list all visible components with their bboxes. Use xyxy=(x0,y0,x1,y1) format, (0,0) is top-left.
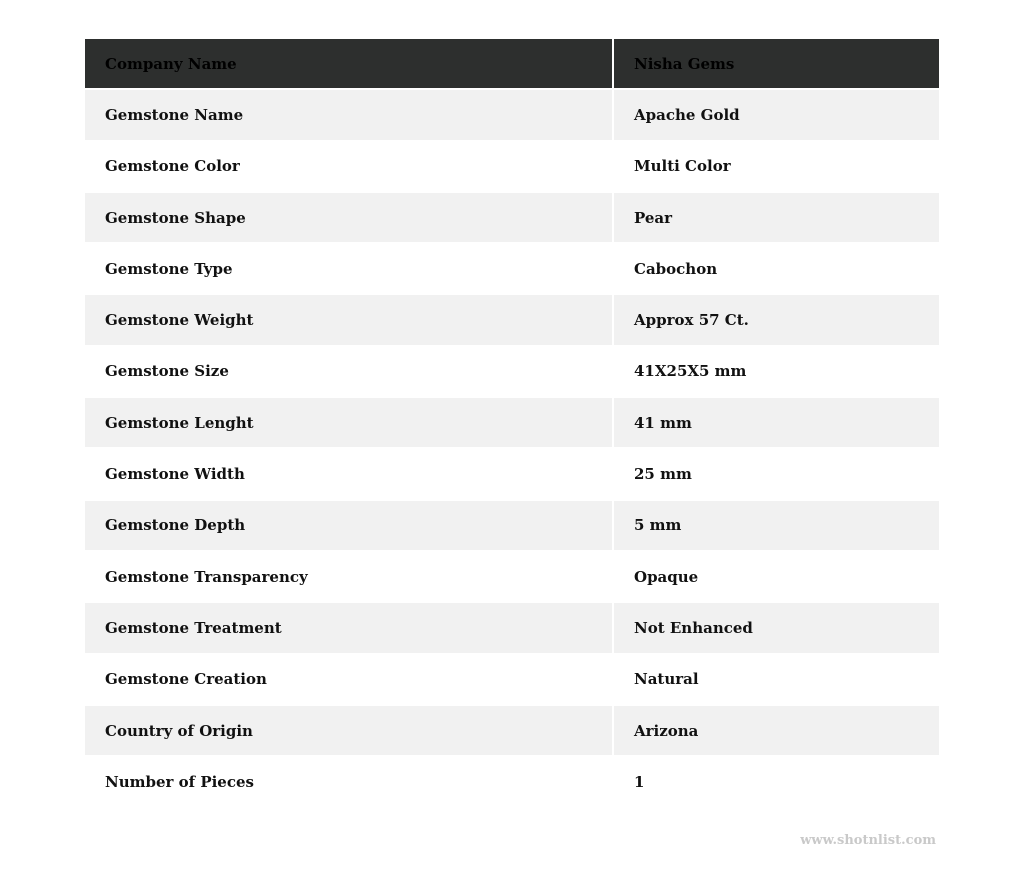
row-value: Natural xyxy=(614,654,939,704)
table-row: Number of Pieces 1 xyxy=(85,757,939,807)
row-value: 5 mm xyxy=(614,500,939,550)
row-value: Apache Gold xyxy=(614,90,939,140)
row-value: 41 mm xyxy=(614,398,939,448)
table-row: Gemstone Width 25 mm xyxy=(85,449,939,499)
row-value: Opaque xyxy=(614,551,939,602)
table-row: Gemstone Name Apache Gold xyxy=(85,90,939,140)
row-value: 41X25X5 mm xyxy=(614,346,939,397)
row-label: Gemstone Type xyxy=(85,244,612,294)
row-label: Gemstone Width xyxy=(85,449,612,499)
table-row: Gemstone Shape Pear xyxy=(85,192,939,243)
gemstone-spec-table: Company Name Nisha Gems Gemstone Name Apa… xyxy=(83,37,941,808)
row-label: Country of Origin xyxy=(85,705,612,756)
row-value: 1 xyxy=(614,757,939,807)
row-label: Gemstone Creation xyxy=(85,654,612,704)
row-value: Cabochon xyxy=(614,244,939,294)
table-row: Gemstone Type Cabochon xyxy=(85,244,939,294)
row-label: Gemstone Treatment xyxy=(85,603,612,653)
table-row: Gemstone Treatment Not Enhanced xyxy=(85,603,939,653)
row-label: Gemstone Name xyxy=(85,90,612,140)
table-row: Gemstone Color Multi Color xyxy=(85,141,939,191)
row-label: Gemstone Weight xyxy=(85,295,612,345)
header-value: Nisha Gems xyxy=(614,39,939,89)
row-value: Multi Color xyxy=(614,141,939,191)
table-row: Gemstone Lenght 41 mm xyxy=(85,398,939,448)
row-label: Gemstone Shape xyxy=(85,192,612,243)
row-label: Gemstone Transparency xyxy=(85,551,612,602)
table-header-row: Company Name Nisha Gems xyxy=(85,39,939,89)
header-label: Company Name xyxy=(85,39,612,89)
row-value: Approx 57 Ct. xyxy=(614,295,939,345)
table-row: Gemstone Creation Natural xyxy=(85,654,939,704)
row-label: Gemstone Size xyxy=(85,346,612,397)
row-value: 25 mm xyxy=(614,449,939,499)
row-label: Gemstone Lenght xyxy=(85,398,612,448)
watermark: www.shotnlist.com xyxy=(800,833,936,848)
row-label: Gemstone Depth xyxy=(85,500,612,550)
row-value: Pear xyxy=(614,192,939,243)
row-value: Arizona xyxy=(614,705,939,756)
row-value: Not Enhanced xyxy=(614,603,939,653)
row-label: Gemstone Color xyxy=(85,141,612,191)
table-row: Gemstone Size 41X25X5 mm xyxy=(85,346,939,397)
table-row: Gemstone Depth 5 mm xyxy=(85,500,939,550)
table-row: Gemstone Weight Approx 57 Ct. xyxy=(85,295,939,345)
row-label: Number of Pieces xyxy=(85,757,612,807)
table-row: Gemstone Transparency Opaque xyxy=(85,551,939,602)
table-row: Country of Origin Arizona xyxy=(85,705,939,756)
